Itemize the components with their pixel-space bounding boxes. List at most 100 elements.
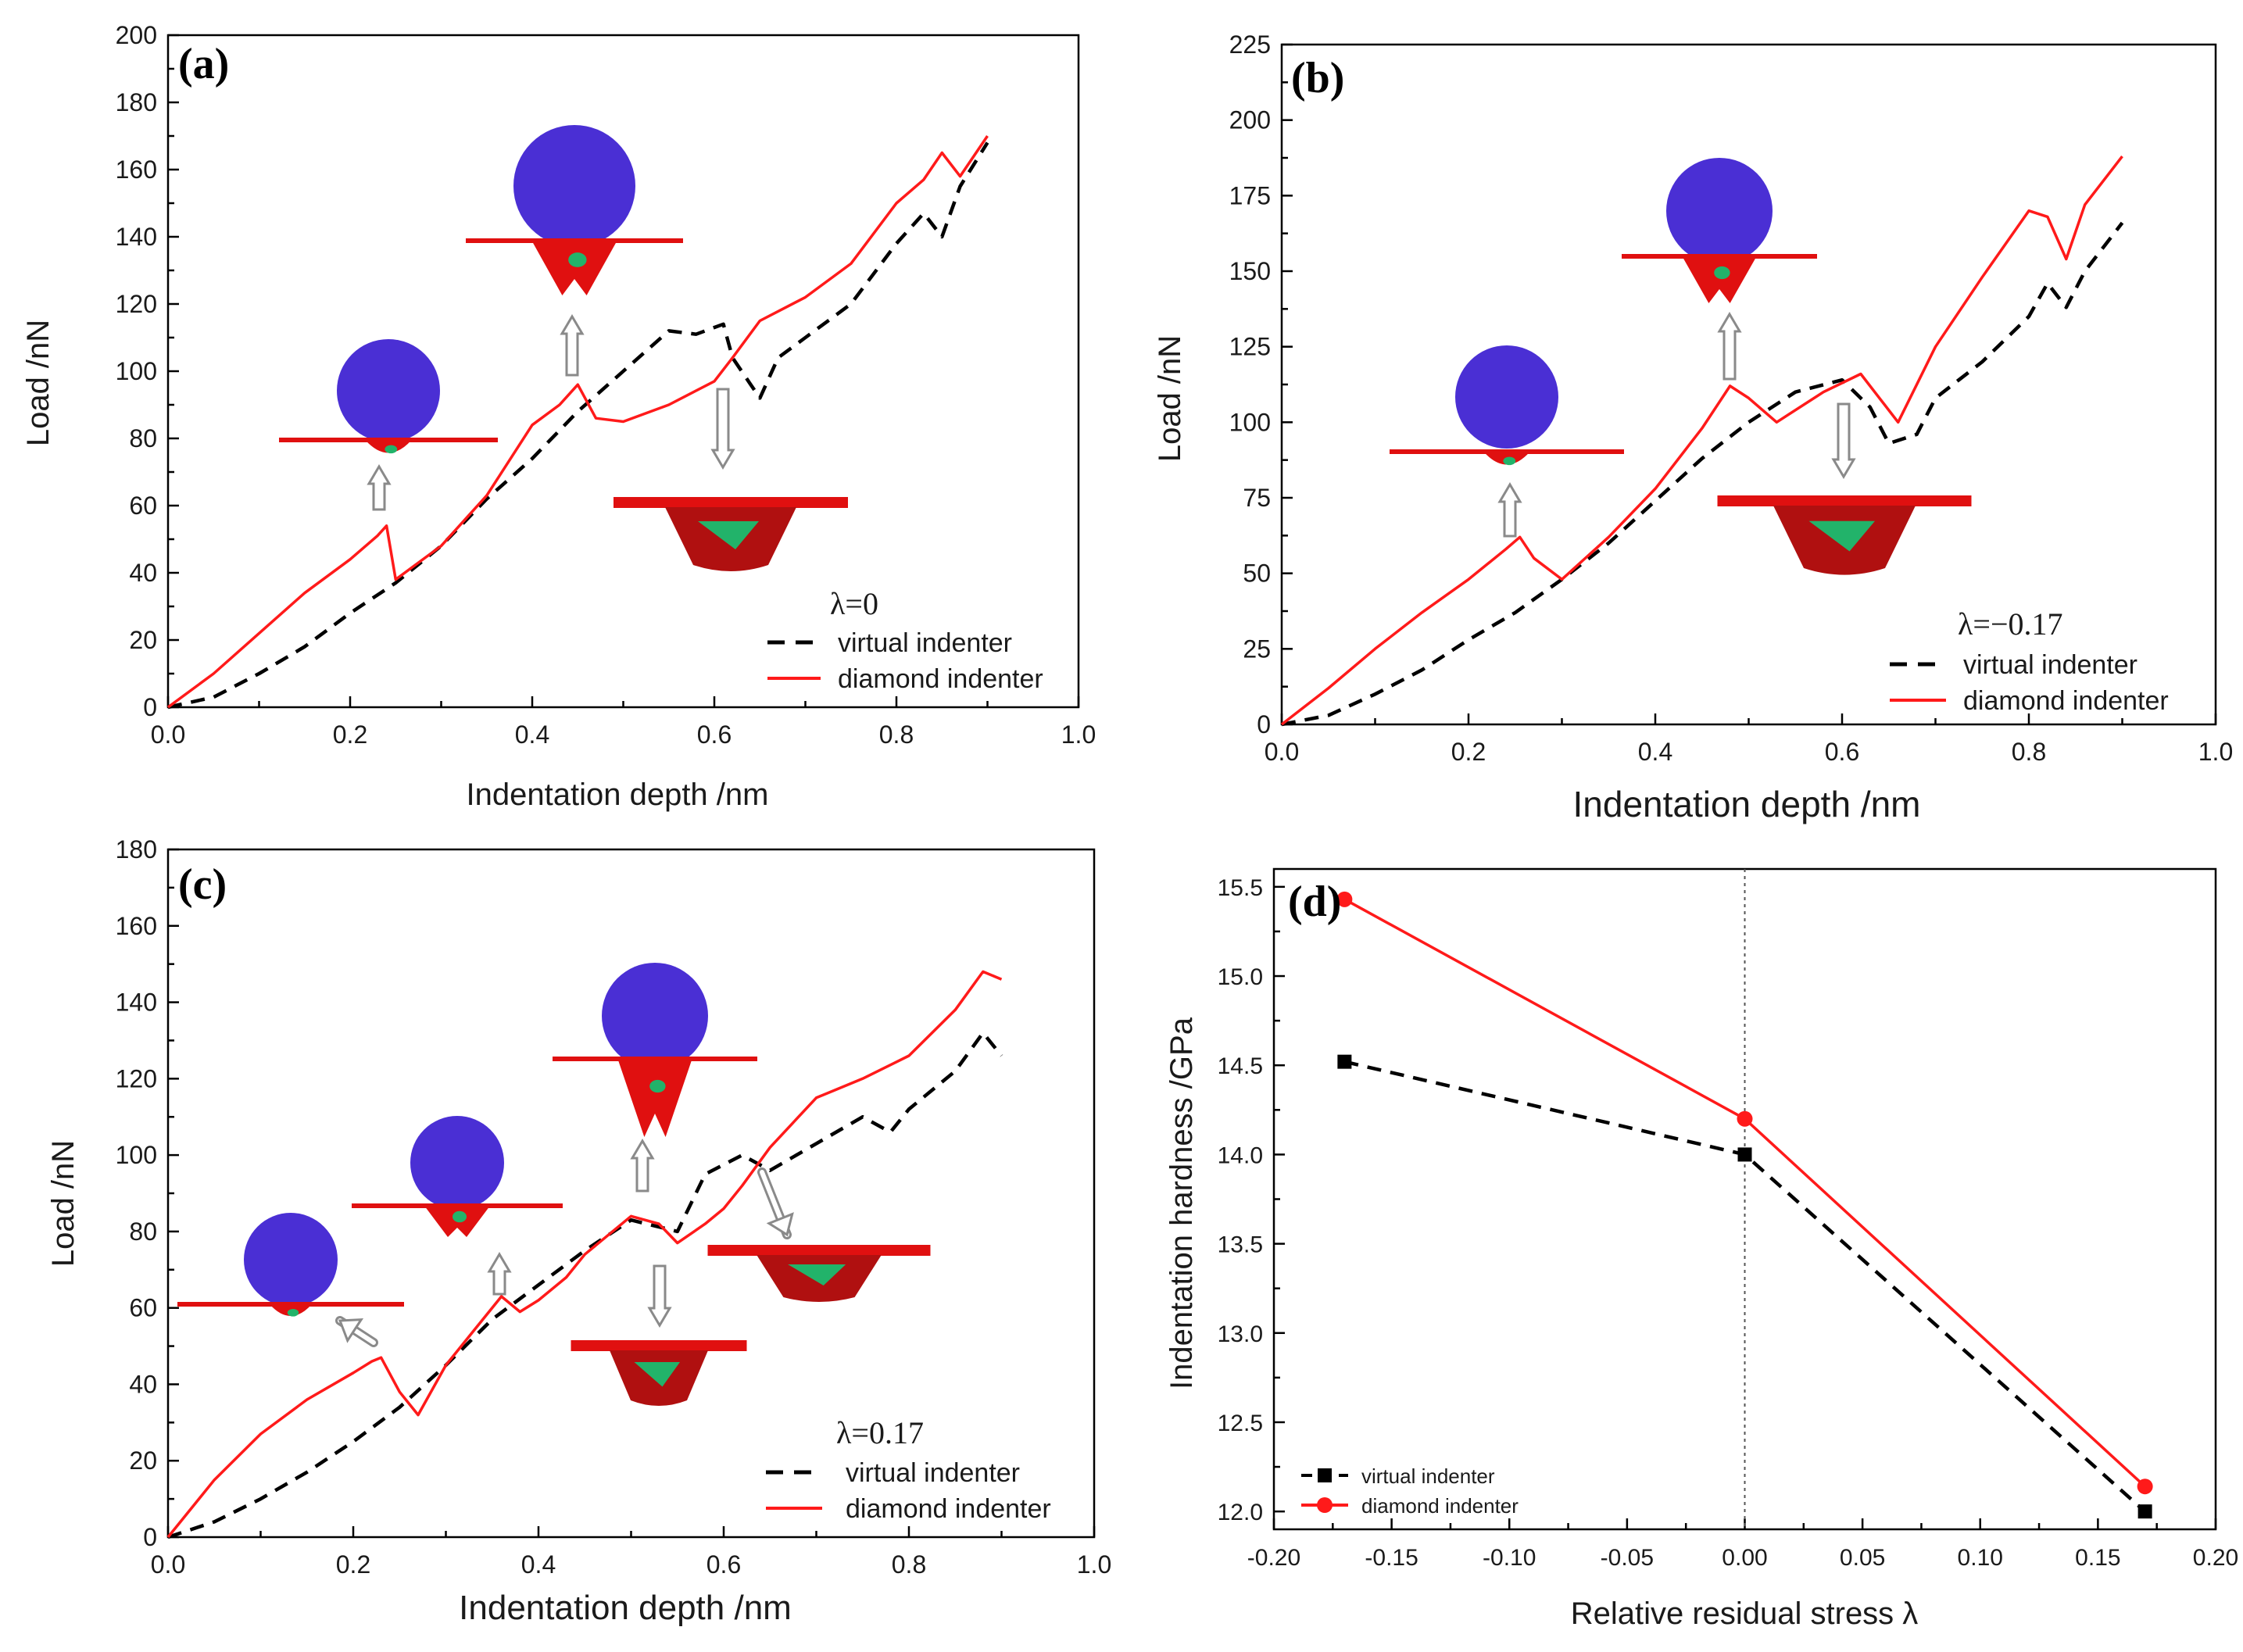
- panel-c-tag: (c): [178, 860, 227, 909]
- x-tick-label: 0.4: [515, 721, 549, 749]
- panel-a-x-axis-title: Indentation depth /nm: [467, 778, 769, 812]
- indenter-sphere-icon: [1666, 158, 1773, 264]
- panel-c-legend-diamond-label: diamond indenter: [846, 1494, 1051, 1524]
- indented-substrate-icon: [1682, 256, 1757, 303]
- y-tick-label: 60: [129, 1294, 157, 1322]
- indenter-sphere-icon: [1455, 345, 1558, 449]
- defect-cluster-icon: [698, 521, 759, 549]
- panel-b-x-axis-title: Indentation depth /nm: [1573, 784, 1921, 824]
- x-tick-label: 0.15: [2075, 1545, 2120, 1571]
- panel-a-tag: (a): [178, 40, 229, 88]
- panel-c-load-depth-chart: 0.0 0.2 0.4 0.6 0.8 1.0 0 20 40 60 80 100 120 140 160 1…: [46, 835, 1111, 1627]
- panel-a-insets: [279, 125, 848, 571]
- panel-a-axis-ticks: 0.0 0.2 0.4 0.6 0.8 1.0 0 20 40 60 80 100 120 140 160 1…: [116, 21, 1096, 749]
- panel-a-legend: λ=0 virtual indenter diamond indenter: [767, 586, 1043, 694]
- y-tick-label: 13.5: [1218, 1232, 1263, 1258]
- panel-c-legend: λ=0.17 virtual indenter diamond indenter: [766, 1415, 1051, 1524]
- panel-c-axis-ticks: 0.0 0.2 0.4 0.6 0.8 1.0 0 20 40 60 80 100 120 140 160 1…: [116, 835, 1112, 1579]
- x-tick-label: 0.10: [1958, 1545, 2003, 1571]
- y-tick-label: 75: [1243, 484, 1271, 512]
- virtual-indenter-data-point: [2137, 1504, 2152, 1519]
- panel-d-legend-diamond-marker: [1317, 1497, 1333, 1513]
- x-tick-label: 0.0: [151, 721, 185, 749]
- panel-d-tag: (d): [1288, 878, 1341, 926]
- defect-cluster-icon: [568, 252, 587, 267]
- x-tick-label: -0.10: [1483, 1545, 1536, 1571]
- panel-b-lambda-label: λ=−0.17: [1958, 606, 2063, 642]
- panel-b-axis-ticks: 0.0 0.2 0.4 0.6 0.8 1.0 0 25 50 75 100 125 150 175 200…: [1229, 30, 2234, 766]
- x-tick-label: 0.8: [892, 1550, 926, 1579]
- defect-cluster-icon: [287, 1309, 299, 1317]
- diamond-indenter-data-point: [2137, 1479, 2153, 1495]
- y-tick-label: 180: [116, 835, 157, 864]
- x-tick-label: 0.4: [521, 1550, 556, 1579]
- y-tick-label: 14.0: [1218, 1142, 1263, 1168]
- defect-cluster-icon: [788, 1264, 846, 1285]
- arrow-down-icon: [1831, 402, 1856, 479]
- diamond-indenter-data-point: [1737, 1110, 1753, 1127]
- y-tick-label: 80: [129, 1218, 157, 1246]
- arrow-up-icon: [630, 1139, 655, 1193]
- panel-c-x-axis-title: Indentation depth /nm: [459, 1589, 792, 1627]
- panel-b-y-axis-title: Load /nN: [1153, 335, 1187, 462]
- panel-b-tag: (b): [1291, 54, 1344, 102]
- x-tick-label: 1.0: [1061, 721, 1096, 749]
- panel-c-y-axis-title: Load /nN: [46, 1140, 80, 1267]
- y-tick-label: 140: [116, 989, 157, 1017]
- arrow-up-icon: [367, 464, 392, 511]
- y-tick-label: 125: [1229, 333, 1271, 361]
- defect-cluster-icon: [453, 1210, 467, 1223]
- virtual-indenter-series-line: [1281, 221, 2124, 727]
- y-tick-label: 14.5: [1218, 1053, 1263, 1079]
- panel-c-series: [166, 970, 1003, 1539]
- substrate-surface-line: [707, 1245, 931, 1256]
- y-tick-label: 15.5: [1218, 875, 1263, 901]
- panel-c-legend-virtual-label: virtual indenter: [846, 1458, 1020, 1488]
- panel-a-legend-diamond-label: diamond indenter: [838, 664, 1043, 694]
- arrow-head-icon: [338, 1318, 364, 1343]
- arrow-up-icon: [487, 1252, 512, 1296]
- y-tick-label: 15.0: [1218, 964, 1263, 990]
- x-tick-label: 0.6: [707, 1550, 741, 1579]
- y-tick-label: 120: [116, 290, 157, 318]
- indenter-sphere-icon: [410, 1116, 504, 1210]
- panel-d-x-axis-title: Relative residual stress λ: [1571, 1597, 1919, 1631]
- defect-cluster-icon: [385, 445, 398, 454]
- diamond-indenter-series-line: [1280, 156, 2123, 726]
- virtual-indenter-series-line: [167, 1031, 1003, 1539]
- x-tick-label: 1.0: [1077, 1550, 1111, 1579]
- panel-b-legend: λ=−0.17 virtual indenter diamond indente…: [1890, 606, 2169, 716]
- x-tick-label: -0.05: [1601, 1545, 1654, 1571]
- x-tick-label: 0.4: [1638, 738, 1672, 766]
- panel-d-hardness-chart: -0.20 -0.15 -0.10 -0.05 0.00 0.05 0.10 0.15 0.20…: [1164, 867, 2238, 1631]
- x-tick-label: 0.2: [333, 721, 367, 749]
- y-tick-label: 225: [1229, 30, 1271, 59]
- panel-d-legend-virtual-marker: [1318, 1468, 1332, 1482]
- y-tick-label: 150: [1229, 257, 1271, 285]
- virtual-indenter-series-line: [167, 141, 989, 710]
- virtual-indenter-data-point: [1337, 1054, 1352, 1069]
- indenter-sphere-icon: [513, 125, 635, 247]
- arrow-head-icon: [766, 1212, 794, 1237]
- substrate-surface-line: [1717, 495, 1972, 506]
- y-tick-label: 60: [129, 492, 157, 520]
- x-tick-label: 0.2: [336, 1550, 370, 1579]
- x-tick-label: 0.05: [1840, 1545, 1885, 1571]
- y-tick-label: 200: [116, 21, 157, 49]
- x-tick-label: 0.8: [879, 721, 914, 749]
- panel-b-plot-frame: [1280, 43, 2217, 726]
- panel-b-insets: [1390, 158, 1972, 575]
- y-tick-label: 140: [116, 223, 157, 251]
- y-tick-label: 0: [143, 1523, 157, 1551]
- y-tick-label: 100: [116, 357, 157, 385]
- substrate-surface-line: [571, 1340, 747, 1351]
- panel-d-series: [1336, 891, 2153, 1519]
- x-tick-label: -0.20: [1247, 1545, 1300, 1571]
- y-tick-label: 175: [1229, 181, 1271, 209]
- panel-a-lambda-label: λ=0: [830, 586, 878, 621]
- diamond-indenter-series-line: [166, 970, 1003, 1539]
- panel-a-y-axis-title: Load /nN: [21, 320, 55, 446]
- x-tick-label: 0.0: [151, 1550, 185, 1579]
- y-tick-label: 100: [1229, 408, 1271, 436]
